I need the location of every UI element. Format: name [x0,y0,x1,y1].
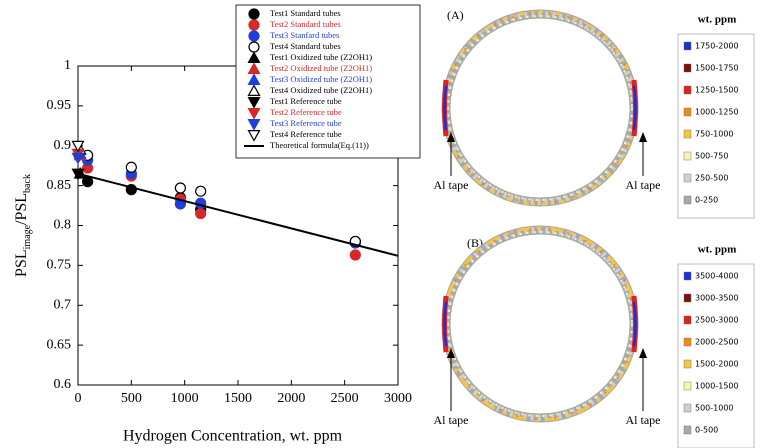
legend-title: wt. ppm [698,14,737,26]
legend-label: Test1 Standard tubes [270,8,341,18]
y-tick-label: 0.95 [47,98,72,113]
legend-label: Test4 Reference tube [270,129,342,139]
legend-label: 1000-1250 [695,108,739,117]
ring [446,230,634,418]
legend-swatch [684,360,691,368]
legend-label: Test4 Standard tubes [270,41,341,51]
x-tick-label: 1500 [224,391,252,406]
annotation: Al tape [434,178,469,192]
legend-label: 1250-1500 [695,86,739,95]
legend-swatch [684,382,691,390]
arrow-head [639,132,647,142]
legend-swatch [684,272,691,280]
x-tick-label: 3000 [384,391,412,406]
y-tick-label: 0.8 [54,218,72,233]
x-axis-title: Hydrogen Concentration, wt. ppm [123,428,343,445]
legend-label: Test2 Standard tubes [270,19,341,29]
annotation: Al tape [626,178,661,192]
legend-swatch [684,294,691,302]
legend-swatch [684,42,691,50]
legend-box [678,264,754,448]
legend-label: 750-1000 [695,130,734,139]
legend-swatch [684,174,691,182]
annotation: Al tape [626,413,661,427]
legend-swatch [684,316,691,324]
legend-label: Test2 Reference tube [270,107,342,117]
point [350,250,360,260]
y-axis-title: PSLimage/PSLback [13,174,33,277]
figure: Hydrogen Concentration, wt. ppm 0 500 1000… [0,0,760,448]
legend-box [678,34,754,218]
point [175,183,185,193]
point [196,209,206,219]
y-tick-label: 0.6 [54,377,72,392]
y-tick-label: 0.75 [47,258,72,273]
x-tick-label: 0 [75,391,82,406]
legend-swatch [684,338,691,346]
legend-label: Test3 Stanfard tubes [270,30,339,40]
legend-label: 3500-4000 [695,272,739,281]
legend-label: 500-1000 [695,404,734,413]
legend-title: wt. ppm [698,244,737,256]
legend-swatch [684,426,691,434]
y-tick-label: 0.9 [54,138,72,153]
ring [446,14,634,202]
legend-label: 500-750 [695,152,728,161]
y-tick-label: 0.7 [54,297,72,312]
legend-swatch [684,152,691,160]
legend-label: 1500-2000 [695,360,739,369]
legend-swatch [684,196,691,204]
x-tick-label: 1000 [171,391,199,406]
arrow-head [639,348,647,358]
legend-label: Test2 Oxidized tube (Z2OH1) [270,63,372,73]
legend-label: Theoretical formula(Eq.(11)) [270,140,369,150]
x-tick-label: 500 [121,391,142,406]
legend-label: Test3 Reference tube [270,118,342,128]
legend-swatch [249,20,259,30]
y-axis-title-sub: image [22,224,33,249]
legend-label: Test1 Reference tube [270,96,342,106]
y-axis-title-part: PSL [13,249,30,277]
legend-label: 2000-2500 [695,338,739,347]
fit-line [78,174,398,256]
legend-swatch [684,86,691,94]
legend-label: Test4 Oxidized tube (Z2OH1) [270,85,372,95]
point [126,162,136,172]
legend-swatch [249,9,259,19]
legend-label: 3000-3500 [695,294,739,303]
legend-swatch [249,42,259,52]
y-axis-title-sub: back [22,174,33,193]
legend-label: Test3 Oxidized tube (Z2OH1) [270,74,372,84]
legend-swatch [684,108,691,116]
legend-label: 1750-2000 [695,42,739,51]
legend-swatch [684,64,691,72]
legend-label: 1500-1750 [695,64,739,73]
panel-label: (A) [447,8,464,22]
legend-label: 250-500 [695,174,728,183]
x-tick-label: 2500 [331,391,359,406]
legend-swatch [249,31,259,41]
y-tick-label: 0.85 [47,178,72,193]
y-tick-label: 1 [64,58,71,73]
legend-label: Test1 Oxidized tube (Z2OH1) [270,52,372,62]
y-tick-label: 0.65 [47,337,72,352]
legend-label: 0-500 [695,426,718,435]
point [196,186,206,196]
annotation: Al tape [434,413,469,427]
legend-label: 2500-3000 [695,316,739,325]
legend-swatch [684,130,691,138]
x-tick-label: 2000 [277,391,305,406]
legend-label: 0-250 [695,196,718,205]
legend-swatch [684,404,691,412]
y-axis-title-part: /PSL [13,193,30,225]
legend-label: 1000-1500 [695,382,739,391]
